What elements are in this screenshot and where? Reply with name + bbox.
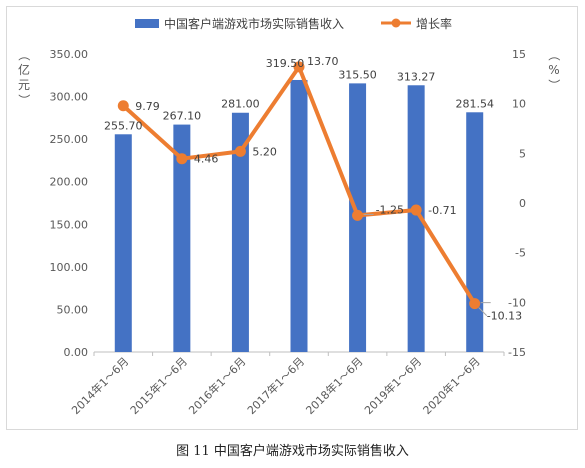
y-left-tick-label: 0.00 [64,346,89,359]
bar-data-label: 315.50 [338,68,377,81]
bar-data-label: 281.00 [221,98,260,111]
y-right-tick-label: 15 [512,48,526,61]
line-data-label: 9.79 [135,100,160,113]
y-left-tick-label: 50.00 [57,303,89,316]
bar [466,112,484,352]
chart-svg: 中国客户端游戏市场实际销售收入 增长率 （亿元） （%） 0.0050.0010… [17,16,561,417]
y-right-tick-label: -15 [508,346,526,359]
figure-caption: 图 11 中国客户端游戏市场实际销售收入 [176,444,409,459]
line-data-label: -10.13 [487,310,522,323]
line-data-label: 4.46 [194,153,219,166]
bar-data-label: 255.70 [104,119,143,132]
x-tick-label: 2016年1～6月 [186,354,249,417]
y-left-tick-label: 300.00 [50,91,89,104]
bar [290,79,308,353]
legend: 中国客户端游戏市场实际销售收入 增长率 [135,16,452,31]
bar [114,134,132,352]
chart-frame: 中国客户端游戏市场实际销售收入 增长率 （亿元） （%） 0.00 50.00 10… [6,6,578,430]
y-right-tick-label: 10 [512,98,526,111]
growth-point [293,61,305,73]
x-tick-label: 2020年1～6月 [420,354,483,417]
y-left-tick-label: 100.00 [50,261,89,274]
axis-unit-glyph: 元 [18,78,30,92]
growth-point [176,153,188,165]
bar [173,124,191,352]
axis-unit-glyph: % [548,63,559,77]
x-tick-label: 2019年1～6月 [361,354,424,417]
growth-point [352,209,364,221]
y-right-tick-label: 0 [519,197,526,210]
line-data-label: 5.20 [252,145,277,158]
legend-bar-label: 中国客户端游戏市场实际销售收入 [164,16,344,31]
y-right-tick-label: 5 [519,147,526,160]
axis-unit-glyph: （ [547,49,561,61]
bar-data-label: 267.10 [163,110,202,123]
axis-unit-glyph: ） [547,79,561,91]
x-tick-label: 2017年1～6月 [244,354,307,417]
growth-point [117,100,129,112]
bar-data-label: 313.27 [397,70,436,83]
leader-line [478,307,488,316]
line-data-label: 13.70 [307,55,339,68]
y-right-tick-label: -5 [515,247,526,260]
x-tick-label: 2015年1～6月 [127,354,190,417]
axis-unit-glyph: 亿 [18,62,30,77]
line-data-label: -1.25 [376,203,404,216]
bar [231,112,249,353]
y-right-tick-label: -10 [508,296,526,309]
axis-unit-glyph: ） [17,94,31,106]
y-left-tick-label: 350.00 [50,48,89,61]
axis-unit-glyph: （ [17,49,31,61]
bar-data-label: 281.54 [455,97,494,110]
y-left-tick-label: 150.00 [50,218,89,231]
x-tick-label: 2018年1～6月 [303,354,366,417]
y-left-tick-label: 250.00 [50,133,89,146]
growth-point [469,298,481,310]
legend-line-marker [391,18,401,28]
growth-point [410,204,422,216]
right-axis-unit: （% ） [547,49,561,91]
x-tick-label: 2014年1～6月 [68,354,131,417]
line-data-label: -0.71 [428,204,456,217]
bar [407,85,425,352]
bar-data-label: 319.50 [266,57,305,70]
y-left-tick-label: 200.00 [50,176,89,189]
growth-point [234,145,246,157]
legend-bar-swatch [135,19,159,28]
legend-line-label: 增长率 [416,16,452,31]
left-axis-unit: （亿元 ） [17,49,31,106]
